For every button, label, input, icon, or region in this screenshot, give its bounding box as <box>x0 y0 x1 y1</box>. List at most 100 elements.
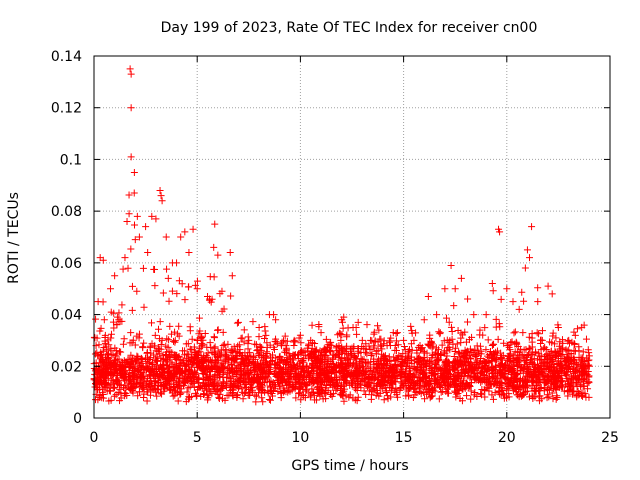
data-point <box>497 353 505 361</box>
data-point <box>442 360 450 368</box>
data-point <box>509 387 517 395</box>
data-point <box>404 381 412 389</box>
data-point <box>436 329 444 337</box>
data-point <box>530 355 538 363</box>
data-point <box>526 371 534 379</box>
data-point <box>305 378 313 386</box>
data-point <box>308 321 316 329</box>
data-point <box>452 357 460 365</box>
data-point <box>396 384 404 392</box>
data-point <box>386 383 394 391</box>
data-point <box>460 355 468 363</box>
data-point <box>511 328 519 336</box>
data-point <box>295 384 303 392</box>
data-point <box>361 359 369 367</box>
data-point <box>416 342 424 350</box>
data-point <box>253 347 261 355</box>
data-point <box>333 342 341 350</box>
data-point <box>127 104 135 112</box>
data-point <box>561 381 569 389</box>
data-point <box>261 388 269 396</box>
data-point <box>167 369 175 377</box>
data-point <box>309 388 317 396</box>
data-point <box>463 380 471 388</box>
data-point <box>400 380 408 388</box>
data-point <box>247 367 255 375</box>
data-point <box>488 280 496 288</box>
data-point <box>496 380 504 388</box>
data-point <box>370 355 378 363</box>
data-point <box>251 391 259 399</box>
data-point <box>214 326 222 334</box>
data-point <box>107 330 115 338</box>
data-point <box>230 355 238 363</box>
data-point <box>173 381 181 389</box>
data-point <box>416 369 424 377</box>
data-point <box>310 391 318 399</box>
data-point <box>156 186 164 194</box>
data-point <box>115 316 123 324</box>
data-point <box>308 344 316 352</box>
data-point <box>195 314 203 322</box>
data-point <box>531 348 539 356</box>
data-point <box>339 346 347 354</box>
plot-frame <box>93 55 611 419</box>
data-point <box>214 390 222 398</box>
data-point <box>531 385 539 393</box>
data-point <box>91 334 99 342</box>
data-point <box>261 374 269 382</box>
data-point <box>125 377 133 385</box>
data-point <box>439 387 447 395</box>
data-point <box>504 380 512 388</box>
data-point <box>526 254 534 262</box>
data-point <box>440 378 448 386</box>
data-point <box>166 322 174 330</box>
data-point <box>164 343 172 351</box>
data-point <box>119 265 127 273</box>
data-point <box>483 378 491 386</box>
data-point <box>240 338 248 346</box>
data-point <box>138 384 146 392</box>
data-point <box>146 344 154 352</box>
data-point <box>185 249 193 257</box>
data-point <box>533 363 541 371</box>
data-point <box>174 397 182 405</box>
y-tick-label: 0 <box>73 411 82 427</box>
data-point <box>436 382 444 390</box>
data-point <box>105 354 113 362</box>
data-point <box>107 345 115 353</box>
data-point <box>363 382 371 390</box>
data-point <box>297 396 305 404</box>
data-point <box>108 376 116 384</box>
data-point <box>554 357 562 365</box>
data-point <box>181 379 189 387</box>
data-point <box>163 335 171 343</box>
data-point <box>166 386 174 394</box>
data-point <box>337 336 345 344</box>
data-point <box>494 335 502 343</box>
data-point <box>533 329 541 337</box>
data-point <box>436 330 444 338</box>
data-point <box>553 394 561 402</box>
data-point <box>175 374 183 382</box>
data-point <box>200 382 208 390</box>
data-point <box>567 350 575 358</box>
data-point <box>199 370 207 378</box>
data-point <box>192 389 200 397</box>
data-point <box>545 386 553 394</box>
data-point <box>380 396 388 404</box>
data-point <box>206 372 214 380</box>
data-point <box>443 352 451 360</box>
data-point <box>281 376 289 384</box>
data-point <box>227 361 235 369</box>
data-point <box>437 372 445 380</box>
data-point <box>385 357 393 365</box>
data-point <box>537 346 545 354</box>
x-tick-label: 10 <box>291 430 309 446</box>
data-point <box>228 272 236 280</box>
data-point <box>427 337 435 345</box>
data-point <box>435 395 443 403</box>
data-point <box>383 392 391 400</box>
data-point <box>263 378 271 386</box>
data-point <box>300 391 308 399</box>
